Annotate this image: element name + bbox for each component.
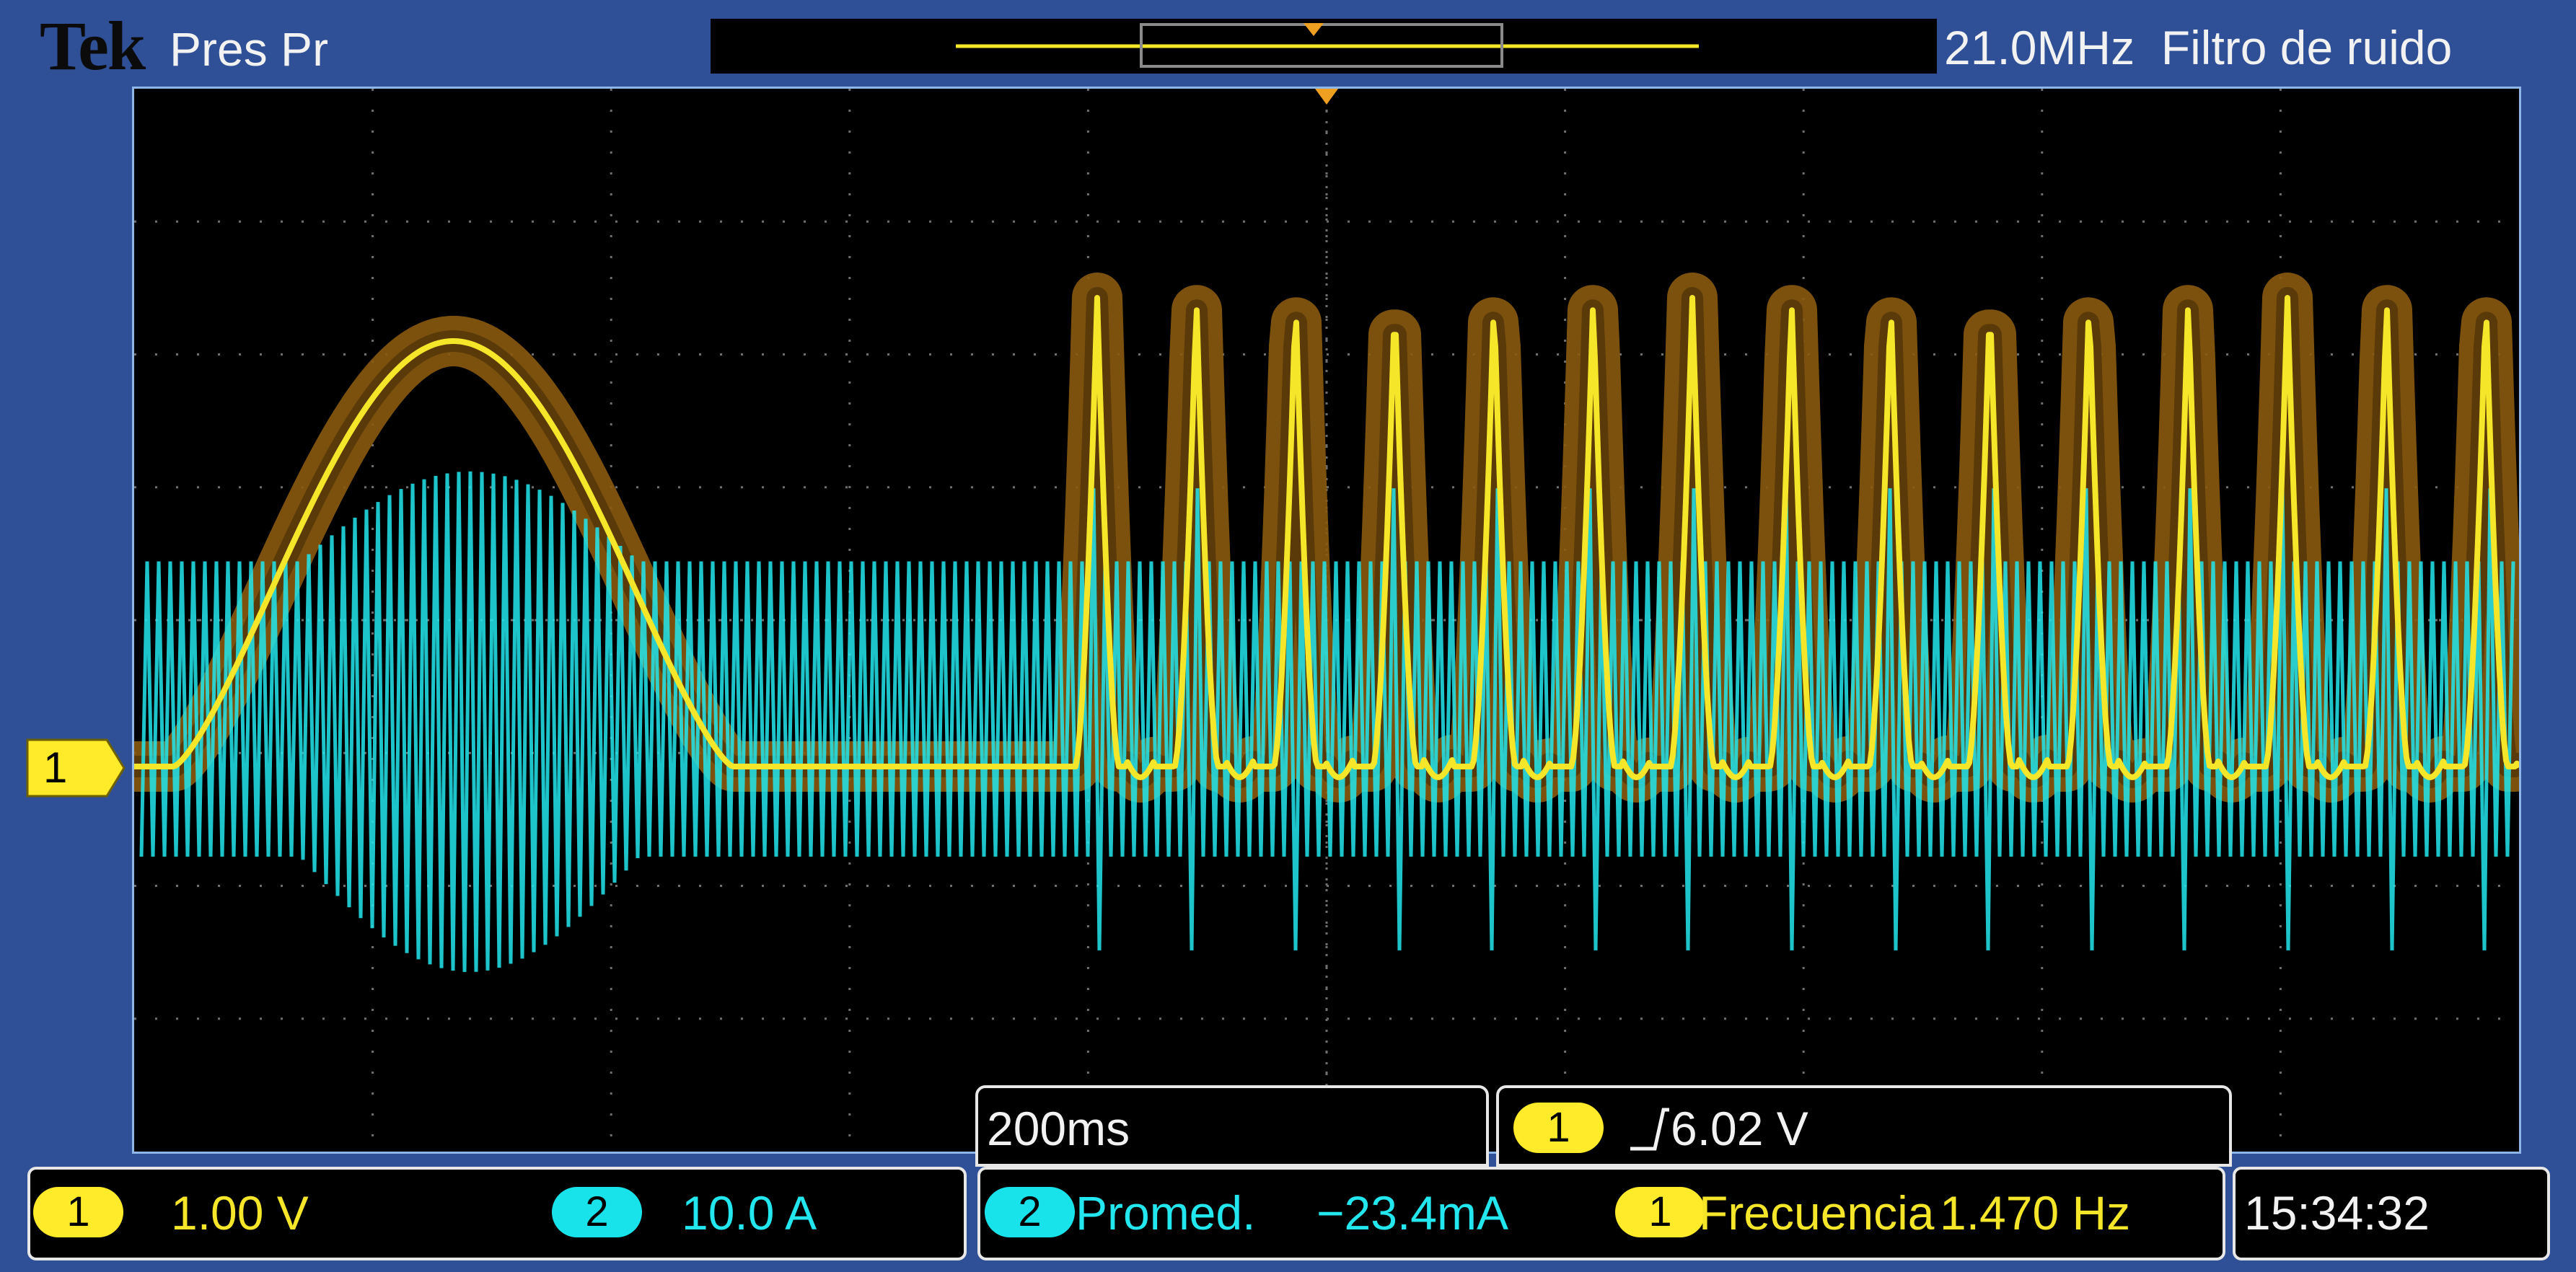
meas2-value: 1.470 Hz xyxy=(1940,1186,2131,1240)
clock-panel: 15:34:32 xyxy=(2233,1167,2550,1260)
clock-time: 15:34:32 xyxy=(2244,1186,2430,1240)
ch1-scale: 1.00 V xyxy=(171,1186,309,1240)
timebase-readout[interactable]: 200ms xyxy=(975,1085,1489,1167)
waveform-graticule xyxy=(132,87,2521,1154)
trigger-level: 6.02 V xyxy=(1671,1102,1808,1155)
record-view-graphic xyxy=(956,23,1699,68)
status-bar: Tek Pres Pr 21.0MHz Filtro de ruido xyxy=(0,0,2576,90)
record-view-bar xyxy=(711,19,1937,74)
timebase-scale: 200ms xyxy=(987,1102,1130,1155)
ch1-voltage-trace xyxy=(134,295,2519,780)
meas1-value: −23.4mA xyxy=(1316,1186,1508,1240)
ch2-current-trace xyxy=(139,471,2515,972)
trigger-source-badge: 1 xyxy=(1513,1103,1604,1153)
acquisition-mode: Pres Pr xyxy=(170,22,329,76)
graticule-svg xyxy=(134,89,2519,1152)
meas1-channel-badge: 2 xyxy=(985,1187,1075,1237)
ch2-badge[interactable]: 2 xyxy=(552,1187,642,1237)
brand-logo: Tek xyxy=(40,7,146,84)
ch1-marker-shape-icon xyxy=(26,738,126,798)
trigger-readout[interactable]: 1 6.02 V xyxy=(1496,1085,2232,1167)
bandwidth-readout: 21.0MHz Filtro de ruido xyxy=(1944,20,2452,75)
noise-filter-label: Filtro de ruido xyxy=(2160,21,2453,74)
trigger-time-icon xyxy=(1315,89,1338,105)
ch1-badge[interactable]: 1 xyxy=(33,1187,123,1237)
meas2-channel-badge: 1 xyxy=(1615,1187,1705,1237)
meas2-label: Frecuencia xyxy=(1699,1186,1935,1240)
channel-scales-panel: 1 1.00 V 2 10.0 A xyxy=(27,1167,967,1260)
ch2-scale: 10.0 A xyxy=(682,1186,817,1240)
rising-edge-icon xyxy=(1630,1108,1669,1151)
ch1-marker-label: 1 xyxy=(43,743,68,792)
bandwidth-value: 21.0MHz xyxy=(1944,21,2135,74)
measurements-panel: 2 Promed. −23.4mA 1 Frecuencia 1.470 Hz xyxy=(977,1167,2225,1260)
meas1-label: Promed. xyxy=(1076,1186,1256,1240)
trigger-position-icon xyxy=(1304,23,1324,36)
ch1-ground-marker[interactable]: 1 xyxy=(26,738,127,798)
